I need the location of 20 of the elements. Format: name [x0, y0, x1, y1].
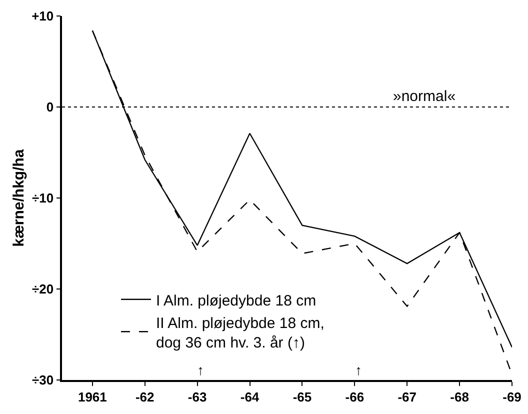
x-tick-label: -68 [450, 389, 469, 404]
legend-label: II Alm. pløjedybde 18 cm, dog 36 cm hv. 3. år (↑) [156, 314, 324, 352]
x-tick-label: -67 [398, 389, 416, 404]
y-tick-label: 0 [46, 100, 54, 115]
y-tick-label: ÷10 [32, 190, 54, 206]
x-tick-label: -62 [135, 389, 154, 404]
annotation: ↑ [197, 362, 204, 378]
x-tick-label: 1961 [78, 389, 107, 404]
x-tick-label: -65 [292, 389, 312, 404]
y-tick-label: +10 [32, 8, 54, 24]
legend-label: I Alm. pløjedybde 18 cm [156, 292, 316, 310]
x-tick-label: -63 [188, 389, 207, 404]
x-tick-label: -64 [240, 389, 260, 404]
x-tick-label: -69 [502, 389, 522, 404]
y-axis-title: kærne/hkg/ha [10, 148, 28, 247]
y-tick-label: ÷30 [32, 372, 54, 388]
x-tick-label: -66 [345, 389, 364, 404]
y-tick-label: ÷20 [32, 282, 54, 297]
annotation: ↑ [355, 362, 362, 378]
ref-line-label: »normal« [393, 88, 456, 105]
